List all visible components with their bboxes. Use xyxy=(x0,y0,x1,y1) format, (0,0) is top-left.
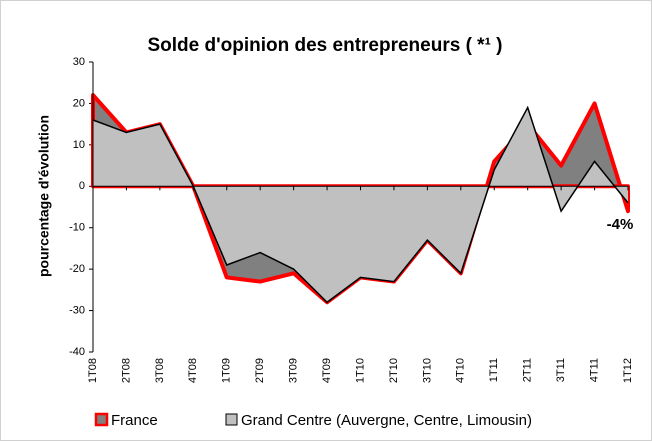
legend-swatch xyxy=(94,412,109,427)
x-tick-label: 4T11 xyxy=(588,358,600,382)
x-tick-label: 2T08 xyxy=(120,358,132,383)
x-tick-label: 1T09 xyxy=(221,358,233,383)
y-tick-label: -30 xyxy=(69,304,85,316)
x-tick-label: 1T12 xyxy=(622,358,634,383)
x-tick-label: 3T08 xyxy=(154,358,166,383)
x-tick-label: 1T10 xyxy=(354,358,366,383)
x-tick-label: 1T08 xyxy=(87,358,99,383)
x-tick-label: 1T11 xyxy=(488,358,500,382)
y-tick-label: 0 xyxy=(79,180,85,192)
x-tick-label: 2T11 xyxy=(522,358,534,382)
x-tick-label: 2T09 xyxy=(254,358,266,383)
legend-label: France xyxy=(111,412,158,429)
chart-title: Solde d'opinion des entrepreneurs ( *¹ ) xyxy=(148,35,503,56)
y-tick-label: 10 xyxy=(73,139,85,151)
area xyxy=(93,107,628,303)
x-tick-label: 3T10 xyxy=(421,358,433,383)
line xyxy=(92,105,629,304)
x-tick-label: 3T09 xyxy=(288,358,300,383)
y-tick-label: -10 xyxy=(69,222,85,234)
legend-swatch xyxy=(225,413,238,426)
x-tick-label: 4T08 xyxy=(187,358,199,383)
x-tick-label: 4T09 xyxy=(321,358,333,383)
legend-label: Grand Centre (Auvergne, Centre, Limousin… xyxy=(241,412,532,429)
x-tick-label: 4T10 xyxy=(455,358,467,383)
data-label: -4% xyxy=(607,216,634,233)
x-tick-label: 3T11 xyxy=(555,358,567,382)
y-axis-label: pourcentage d'évolution xyxy=(36,115,52,277)
y-tick-label: -40 xyxy=(69,346,85,358)
y-tick-label: -20 xyxy=(69,263,85,275)
x-tick-label: 2T10 xyxy=(388,358,400,383)
y-tick-label: 20 xyxy=(73,97,85,109)
y-tick-label: 30 xyxy=(73,56,85,68)
